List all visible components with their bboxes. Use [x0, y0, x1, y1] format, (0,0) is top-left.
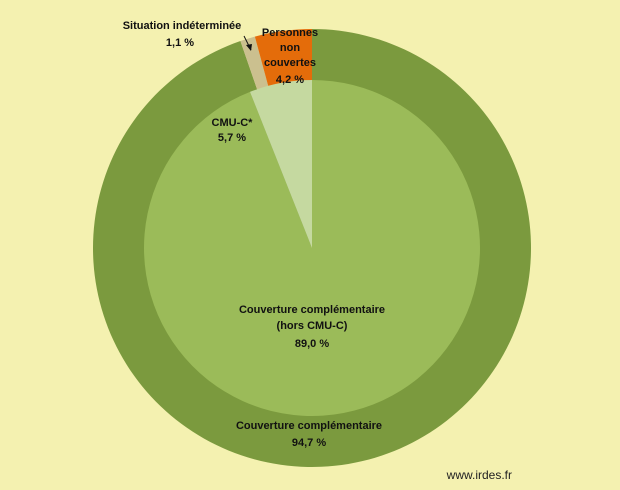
label-inner-main-value: 89,0 %: [295, 338, 329, 350]
label-indet-value: 1,1 %: [166, 37, 194, 49]
label-outer-main-value: 94,7 %: [292, 437, 326, 449]
label-inner-main-line1: Couverture complémentaire: [239, 304, 385, 316]
label-indet-name: Situation indéterminée: [123, 20, 242, 32]
source-credit: www.irdes.fr: [446, 468, 512, 482]
inner-slice-1: [249, 80, 312, 248]
label-outer-main-line1: Couverture complémentaire: [236, 420, 382, 432]
label-cmuc-value: 5,7 %: [218, 132, 246, 144]
label-inner-main-line2: (hors CMU-C): [277, 320, 348, 332]
label-nc-line2: non: [280, 42, 300, 54]
label-nc-line1: Personnes: [262, 27, 318, 39]
label-nc-line3: couvertes: [264, 57, 316, 69]
leader-arrowhead: [246, 44, 252, 51]
inner-pie: [144, 80, 481, 416]
label-cmuc-name: CMU-C*: [212, 117, 254, 129]
label-nc-value: 4,2 %: [276, 74, 304, 86]
